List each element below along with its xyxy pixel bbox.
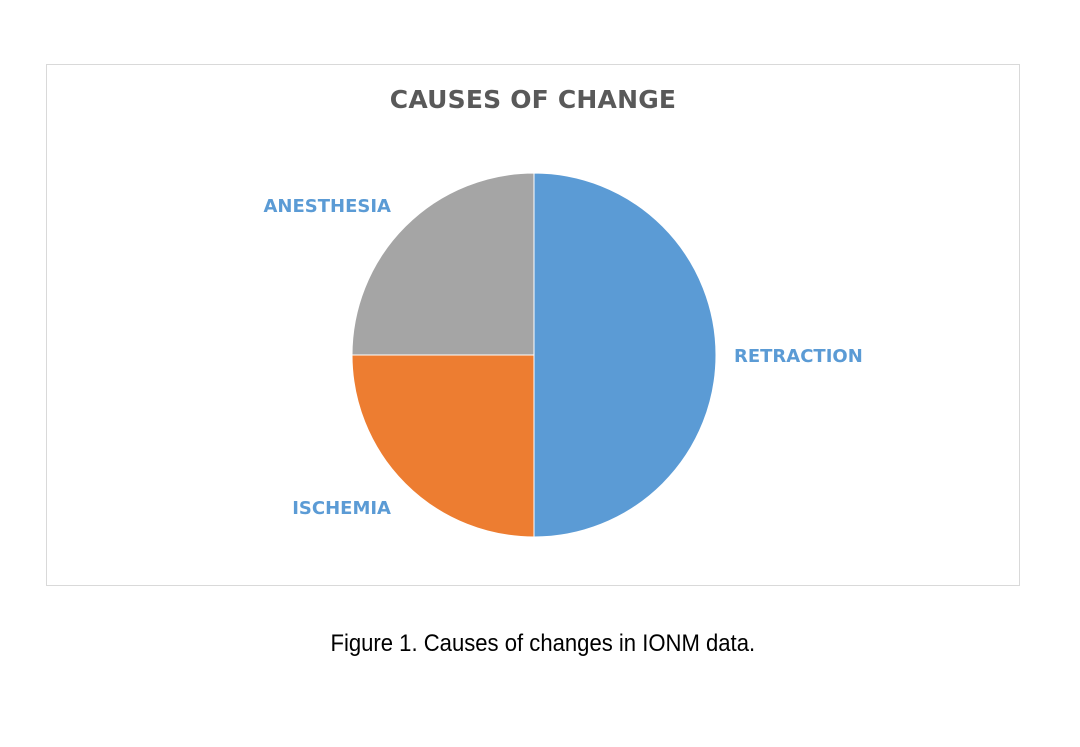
figure-caption: Figure 1. Causes of changes in IONM data… (330, 630, 756, 657)
slice-label-retraction: RETRACTION (734, 346, 863, 367)
slice-label-ischemia: ISCHEMIA (292, 498, 391, 519)
slice-label-anesthesia: ANESTHESIA (264, 196, 392, 217)
pie-slice-anesthesia (351, 172, 535, 356)
chart-title: CAUSES OF CHANGE (389, 85, 677, 114)
pie-slice-ischemia (351, 354, 535, 538)
pie-slice-retraction (533, 172, 717, 538)
